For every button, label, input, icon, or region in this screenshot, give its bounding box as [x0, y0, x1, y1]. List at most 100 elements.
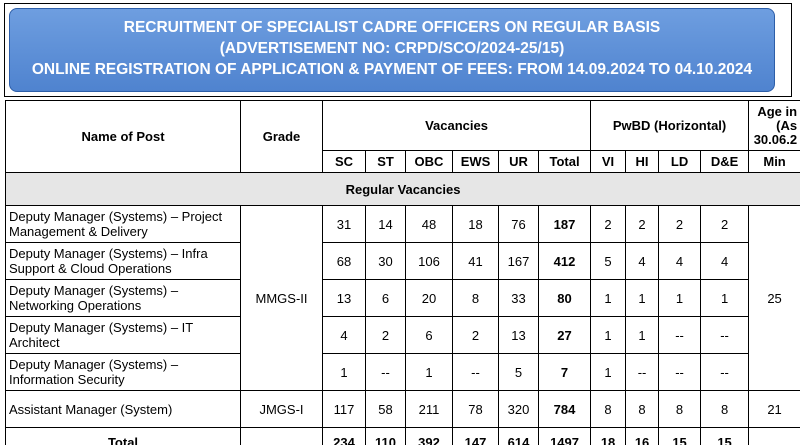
value-cell: 7 [537, 353, 592, 391]
header-line: (ADVERTISEMENT NO: CRPD/SCO/2024-25/15) [219, 40, 565, 57]
value-cell: 784 [537, 390, 592, 428]
value-cell: 33 [498, 279, 539, 317]
post-cell: Deputy Manager (Systems) – Project Manag… [5, 205, 241, 243]
total-value: 147 [452, 427, 499, 445]
value-cell: 80 [537, 279, 592, 317]
value-cell: 48 [405, 205, 453, 243]
value-cell: -- [625, 353, 660, 391]
empty-cell [240, 427, 323, 445]
total-value: 614 [498, 427, 539, 445]
post-cell: Deputy Manager (Systems) – Information S… [5, 353, 241, 391]
subheader-cell: Total [537, 150, 592, 173]
data-row: Deputy Manager (Systems) – Information S… [5, 353, 800, 391]
post-cell: Deputy Manager (Systems) – IT Architect [5, 316, 241, 354]
value-cell: 58 [365, 390, 406, 428]
header-line: Age in [757, 104, 798, 119]
subheader-cell: OBC [405, 150, 453, 173]
subheader-cell: LD [658, 150, 702, 173]
value-cell: 5 [498, 353, 539, 391]
total-value: 18 [590, 427, 627, 445]
total-value: 392 [405, 427, 453, 445]
value-cell: 2 [700, 205, 750, 243]
value-cell: 18 [452, 205, 499, 243]
subheader-cell: HI [625, 150, 660, 173]
value-cell: 1 [590, 353, 627, 391]
value-cell: 1 [405, 353, 453, 391]
header-cell: PwBD (Horizontal) [590, 100, 750, 151]
total-value: 1497 [537, 427, 592, 445]
value-cell: 1 [658, 279, 702, 317]
value-cell: 20 [405, 279, 453, 317]
value-cell: 4 [658, 242, 702, 280]
value-cell: 4 [700, 242, 750, 280]
value-cell: 4 [322, 316, 366, 354]
value-cell: 1 [590, 279, 627, 317]
post-cell: Deputy Manager (Systems) – Infra Support… [5, 242, 241, 280]
header-line: RECRUITMENT OF SPECIALIST CADRE OFFICERS… [123, 19, 661, 36]
value-cell: -- [700, 353, 750, 391]
value-cell: 320 [498, 390, 539, 428]
header-cell: Age in (As 30.06.2 [748, 100, 800, 151]
value-cell: 2 [452, 316, 499, 354]
total-value: 234 [322, 427, 366, 445]
header-line: (As [776, 118, 798, 133]
vacancy-table: Name of Post Grade Vacancies PwBD (Horizont… [5, 100, 800, 445]
post-cell: Assistant Manager (System) [5, 390, 241, 428]
total-value: 110 [365, 427, 406, 445]
subheader-cell: VI [590, 150, 627, 173]
header-line: ONLINE REGISTRATION OF APPLICATION & PAY… [31, 61, 753, 78]
value-cell: -- [452, 353, 499, 391]
value-cell: 41 [452, 242, 499, 280]
value-cell: 1 [700, 279, 750, 317]
value-cell: -- [658, 353, 702, 391]
header-row: SC ST OBC EWS UR Total VI HI LD D&E Min [6, 150, 800, 173]
value-cell: 6 [365, 279, 406, 317]
value-cell: 8 [700, 390, 750, 428]
total-value: 15 [658, 427, 702, 445]
header-row: Name of Post Grade Vacancies PwBD (Horizont… [5, 100, 800, 173]
subheader-cell: Min [748, 150, 800, 173]
data-row: Assistant Manager (System) JMGS-I 117 58 211… [5, 390, 800, 428]
value-cell: 412 [537, 242, 592, 280]
value-cell: 8 [658, 390, 702, 428]
value-cell: 1 [625, 316, 660, 354]
value-cell: 13 [498, 316, 539, 354]
value-cell: 2 [625, 205, 660, 243]
value-cell: 78 [452, 390, 499, 428]
value-cell: 8 [625, 390, 660, 428]
value-cell: 30 [365, 242, 406, 280]
value-cell: 4 [625, 242, 660, 280]
subheader-cell: D&E [700, 150, 750, 173]
post-cell: Deputy Manager (Systems) – Networking Op… [5, 279, 241, 317]
data-row: Deputy Manager (Systems) – Infra Support… [5, 242, 800, 280]
value-cell: 27 [537, 316, 592, 354]
value-cell: 106 [405, 242, 453, 280]
value-cell: 2 [365, 316, 406, 354]
value-cell: 76 [498, 205, 539, 243]
header-cell: Name of Post [5, 100, 241, 173]
data-row: Deputy Manager (Systems) – IT Architect 4… [5, 316, 800, 354]
value-cell: 117 [322, 390, 366, 428]
value-cell: 8 [452, 279, 499, 317]
empty-cell [748, 427, 800, 445]
value-cell: 31 [322, 205, 366, 243]
age-cell: 25 [748, 205, 800, 391]
value-cell: 1 [590, 316, 627, 354]
subheader-cell: ST [365, 150, 406, 173]
value-cell: 1 [322, 353, 366, 391]
value-cell: 6 [405, 316, 453, 354]
value-cell: -- [658, 316, 702, 354]
data-row: Deputy Manager (Systems) – Networking Op… [5, 279, 800, 317]
value-cell: 14 [365, 205, 406, 243]
total-value: 16 [625, 427, 660, 445]
subheader-cell: UR [498, 150, 539, 173]
value-cell: 211 [405, 390, 453, 428]
header-banner: RECRUITMENT OF SPECIALIST CADRE OFFICERS… [9, 8, 775, 92]
value-cell: 5 [590, 242, 627, 280]
header-line: 30.06.2 [753, 132, 798, 147]
section-title: Regular Vacancies [5, 172, 800, 206]
grade-cell: MMGS-II [240, 205, 323, 391]
grade-cell: JMGS-I [240, 390, 323, 428]
value-cell: 8 [590, 390, 627, 428]
section-row: Regular Vacancies [5, 172, 800, 206]
